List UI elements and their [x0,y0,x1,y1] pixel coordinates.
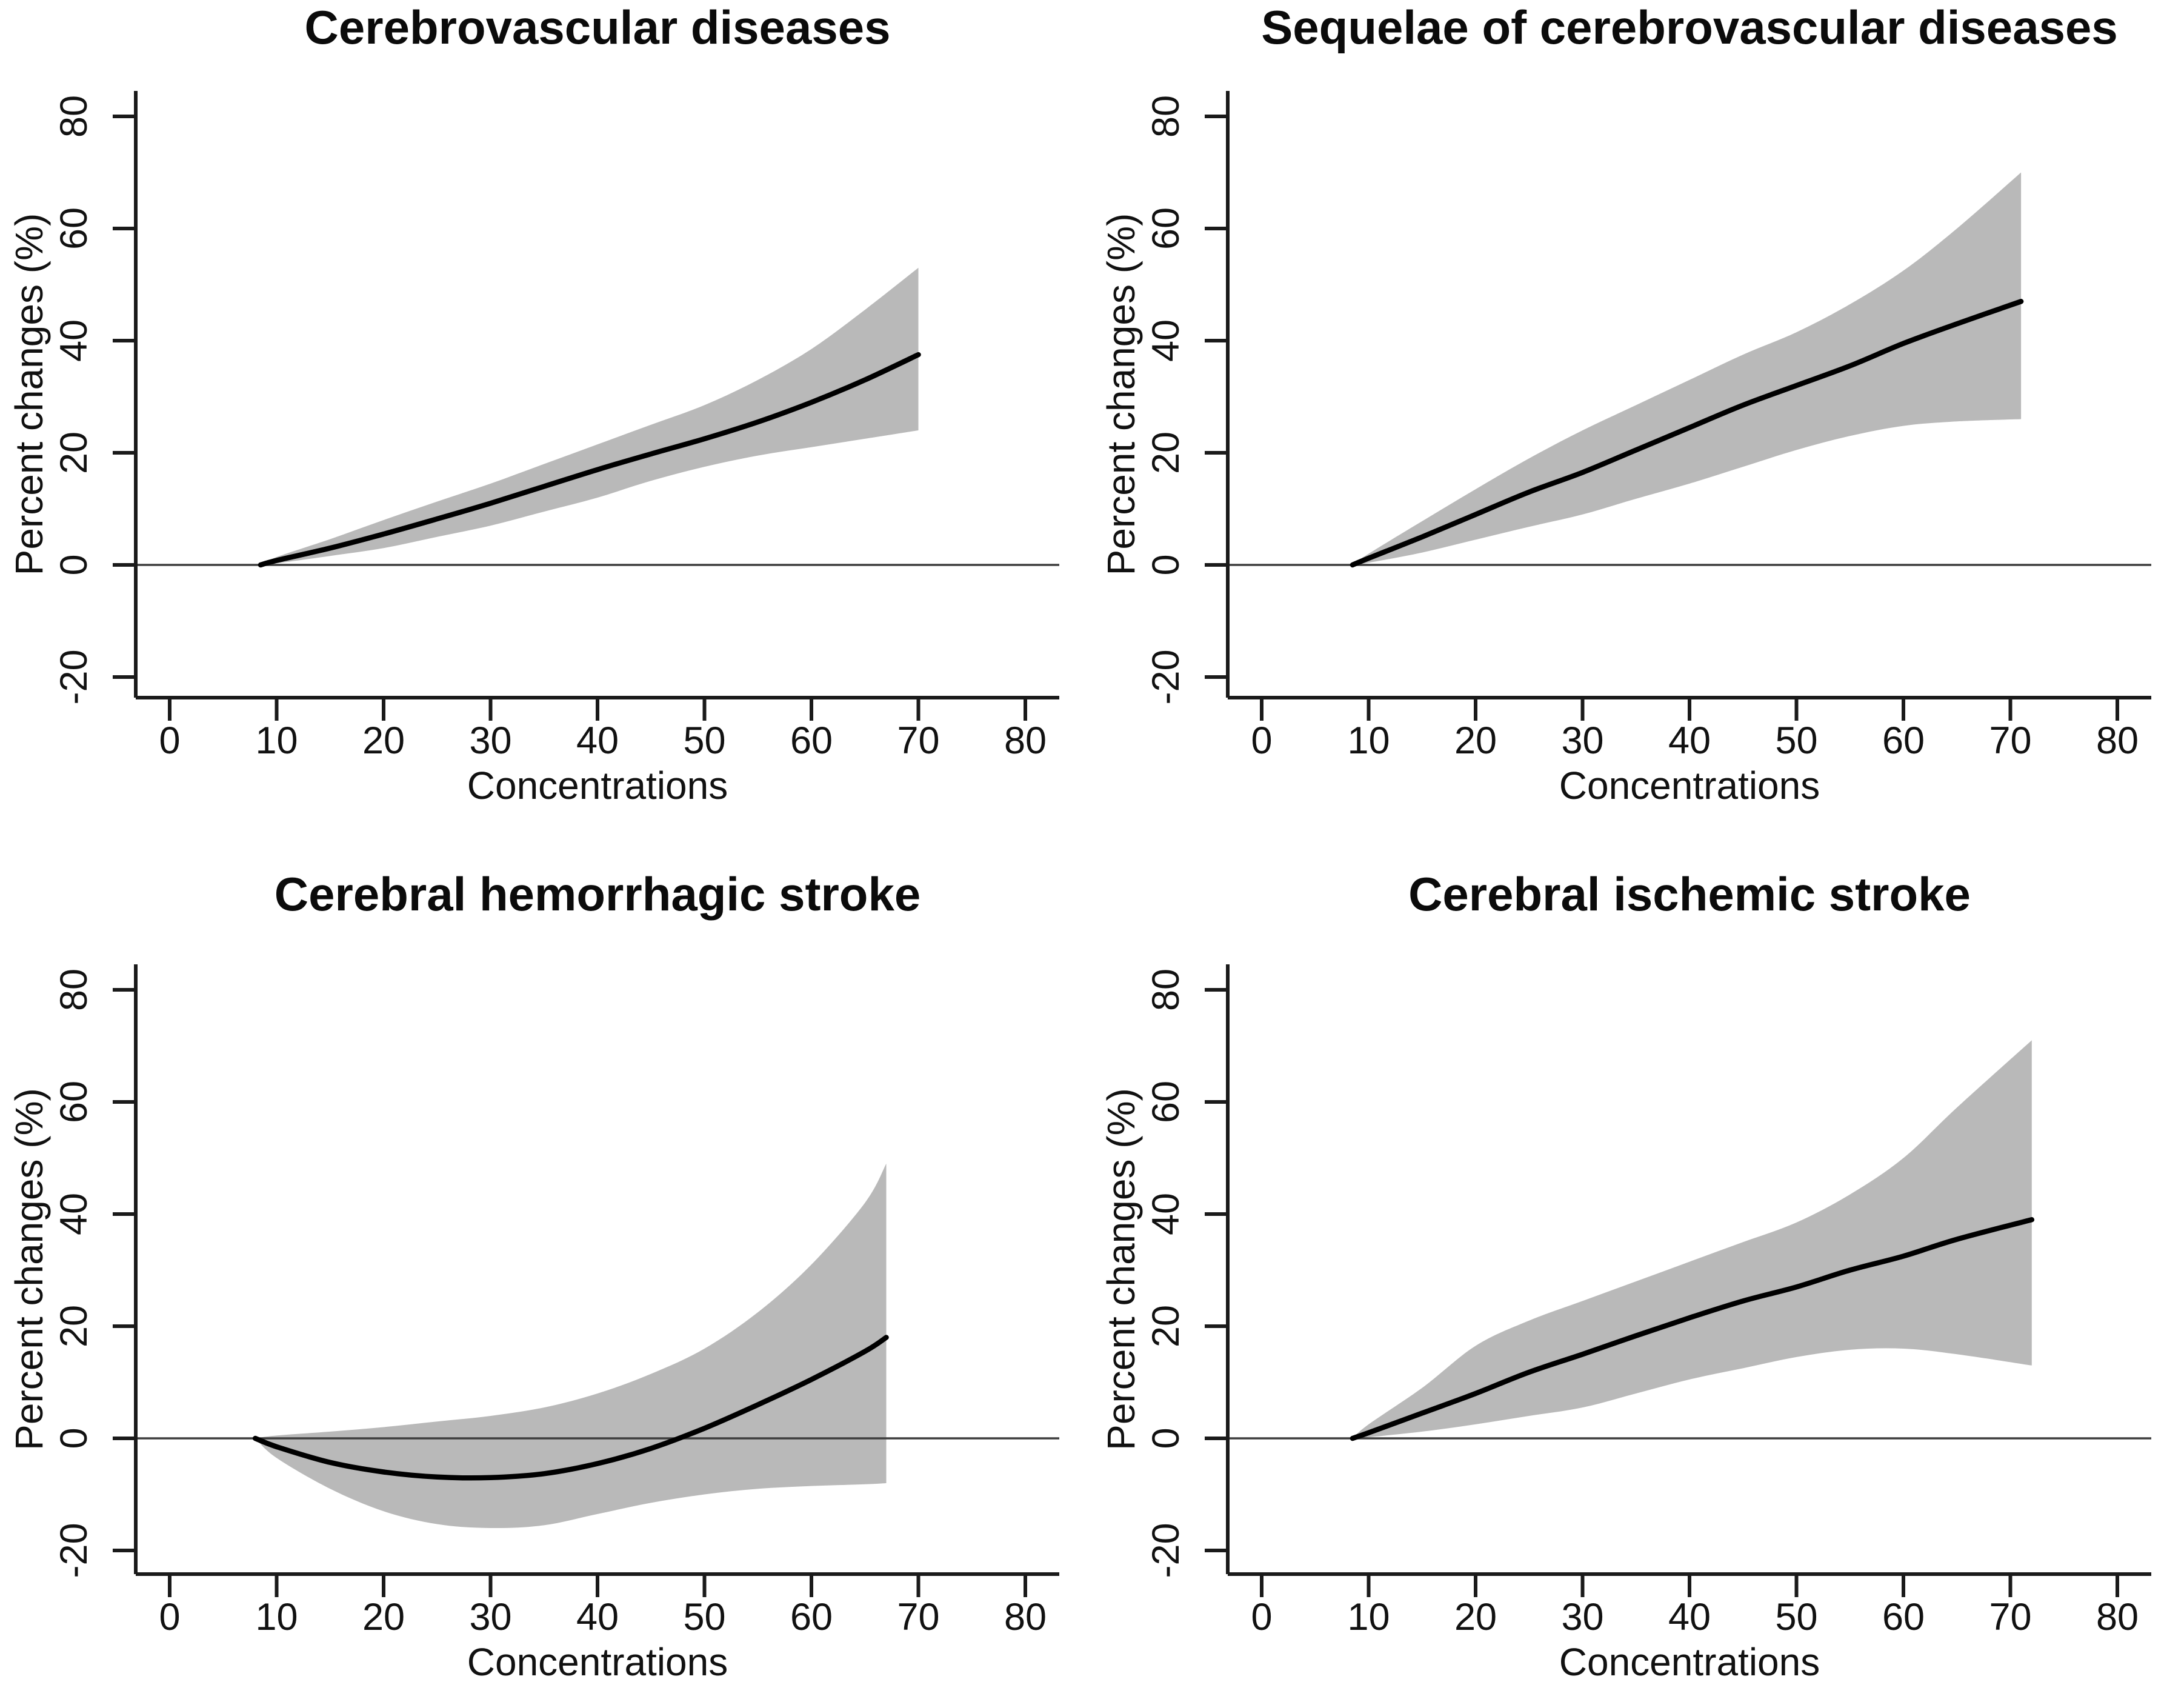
confidence-band [1353,172,2022,565]
y-tick-label: 80 [53,969,95,1011]
x-tick-label: 0 [159,1596,180,1638]
x-tick-label: 0 [1251,719,1272,762]
chart-title: Cerebrovascular diseases [305,1,891,54]
x-tick-label: 40 [1668,719,1711,762]
plot-area: -20 0 20 40 60 80 0 10 20 30 40 50 60 70 80 [1145,964,2151,1638]
x-tick-label: 50 [683,719,725,762]
x-tick-label: 50 [1775,1596,1817,1638]
x-tick-label: 70 [897,719,939,762]
x-tick-label: 40 [576,1596,619,1638]
y-tick-label: 60 [53,1081,95,1123]
chart-cerebral-hemorrhagic-stroke: Cerebral hemorrhagic stroke Concentratio… [7,867,1059,1684]
y-tick-label: 60 [1145,207,1187,250]
x-axis-label: Concentrations [467,1640,728,1684]
y-tick-label: 60 [53,207,95,250]
x-axis-label: Concentrations [1559,764,1820,807]
x-tick-label: 0 [159,719,180,762]
panel-sequelae-of-cerebrovascular-diseases: Sequelae of cerebrovascular diseases Con… [1092,0,2184,836]
x-tick-label: 0 [1251,1596,1272,1638]
x-tick-label: 70 [897,1596,939,1638]
chart-cerebral-ischemic-stroke: Cerebral ischemic stroke Concentrations … [1099,867,2151,1684]
x-tick-label: 50 [1775,719,1817,762]
x-tick-label: 40 [1668,1596,1711,1638]
x-tick-label: 60 [790,719,833,762]
chart-title: Sequelae of cerebrovascular diseases [1261,1,2117,54]
plot-area: -20 0 20 40 60 80 0 10 20 30 40 50 60 70 80 [53,964,1059,1638]
x-tick-label: 10 [1347,719,1390,762]
x-tick-label: 10 [1347,1596,1390,1638]
plot-area: -20 0 20 40 60 80 0 10 20 30 40 50 60 70 80 [53,91,1059,762]
x-tick-label: 10 [255,1596,298,1638]
x-tick-label: 30 [469,719,511,762]
x-tick-label: 60 [1882,1596,1925,1638]
x-tick-label: 50 [683,1596,725,1638]
y-tick-label: 20 [1145,432,1187,474]
x-tick-label: 30 [1561,719,1603,762]
x-tick-label: 20 [362,1596,405,1638]
chart-title: Cerebral ischemic stroke [1408,867,1971,921]
y-axis-label: Percent changes (%) [7,1088,51,1450]
y-tick-label: 60 [1145,1081,1187,1123]
y-tick-label: -20 [53,649,95,704]
x-tick-label: 20 [362,719,405,762]
y-tick-label: 40 [53,1193,95,1235]
x-tick-label: 80 [2096,1596,2139,1638]
confidence-band [255,1163,887,1529]
x-tick-label: 20 [1454,719,1497,762]
x-tick-label: 80 [1004,719,1047,762]
y-tick-label: 40 [53,319,95,362]
y-tick-label: 20 [53,432,95,474]
chart-title: Cerebral hemorrhagic stroke [275,867,921,921]
confidence-band [1353,1040,2032,1438]
y-tick-label: 80 [1145,95,1187,138]
y-tick-label: 40 [1145,319,1187,362]
confidence-band [261,267,919,565]
y-tick-label: 80 [53,95,95,138]
x-axis-label: Concentrations [1559,1640,1820,1684]
x-tick-label: 40 [576,719,619,762]
panel-cerebral-ischemic-stroke: Cerebral ischemic stroke Concentrations … [1092,836,2184,1702]
x-tick-label: 60 [1882,719,1925,762]
x-tick-label: 80 [1004,1596,1047,1638]
y-tick-label: -20 [1145,1523,1187,1578]
x-tick-label: 70 [1989,1596,2031,1638]
x-tick-label: 60 [790,1596,833,1638]
y-tick-label: -20 [1145,649,1187,704]
estimate-curve [258,352,921,568]
y-tick-label: 0 [1145,1427,1187,1449]
y-axis-label: Percent changes (%) [1099,213,1143,576]
y-axis-label: Percent changes (%) [7,213,51,576]
x-tick-label: 10 [255,719,298,762]
x-tick-label: 80 [2096,719,2139,762]
y-tick-label: 40 [1145,1193,1187,1235]
y-tick-label: 0 [53,554,95,575]
estimate-curve [252,1335,889,1481]
y-axis-label: Percent changes (%) [1099,1088,1143,1450]
x-tick-label: 30 [1561,1596,1603,1638]
panel-cerebral-hemorrhagic-stroke: Cerebral hemorrhagic stroke Concentratio… [0,836,1092,1702]
x-axis-label: Concentrations [467,764,728,807]
x-tick-label: 70 [1989,719,2031,762]
y-tick-label: 80 [1145,969,1187,1011]
y-tick-label: 0 [1145,554,1187,575]
estimate-curve [1350,299,2024,568]
x-tick-label: 30 [469,1596,511,1638]
y-tick-label: 20 [1145,1305,1187,1347]
panel-cerebrovascular-diseases: Cerebrovascular diseases Concentrations … [0,0,1092,836]
y-tick-label: 0 [53,1427,95,1449]
y-tick-label: -20 [53,1523,95,1578]
plot-area: -20 0 20 40 60 80 0 10 20 30 40 50 60 70 80 [1145,91,2151,762]
y-tick-label: 20 [53,1305,95,1347]
chart-sequelae-of-cerebrovascular-diseases: Sequelae of cerebrovascular diseases Con… [1099,1,2151,807]
x-tick-label: 20 [1454,1596,1497,1638]
chart-cerebrovascular-diseases: Cerebrovascular diseases Concentrations … [7,1,1059,807]
estimate-curve [1350,1217,2035,1441]
